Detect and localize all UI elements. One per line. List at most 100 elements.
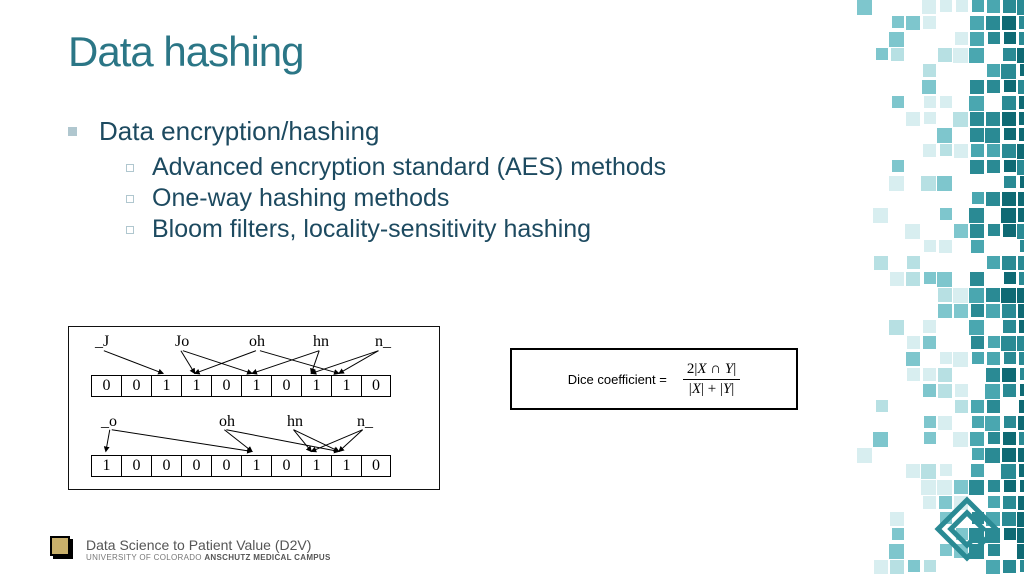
deco-square: [955, 32, 968, 45]
deco-square: [906, 112, 920, 126]
deco-square: [876, 48, 888, 60]
deco-square: [987, 352, 1000, 365]
hollow-square-icon: [126, 226, 134, 234]
deco-square: [938, 368, 952, 382]
deco-square: [889, 544, 904, 559]
deco-square: [985, 384, 1000, 399]
deco-square: [940, 208, 952, 220]
deco-square: [972, 416, 984, 428]
bigram-label: _o: [101, 413, 117, 431]
deco-square: [908, 560, 920, 572]
slide-title: Data hashing: [68, 28, 304, 76]
bigram-label: hn: [313, 333, 329, 351]
deco-square: [1001, 288, 1016, 303]
deco-square: [1019, 128, 1024, 141]
square-bullet-icon: [68, 127, 77, 136]
deco-square: [969, 288, 984, 303]
deco-square: [970, 16, 984, 30]
deco-square: [969, 480, 984, 495]
deco-square: [971, 464, 984, 477]
deco-square: [988, 32, 1000, 44]
deco-square: [969, 320, 984, 335]
deco-square: [1001, 64, 1016, 79]
footer-line2: UNIVERSITY OF COLORADO ANSCHUTZ MEDICAL …: [86, 553, 331, 562]
deco-square: [986, 112, 1000, 126]
bit-cell: 1: [181, 375, 211, 397]
cu-logo-icon: [50, 536, 76, 562]
deco-square: [972, 352, 984, 364]
deco-square: [1002, 256, 1016, 270]
deco-square: [1003, 384, 1016, 397]
deco-square: [953, 352, 968, 367]
deco-square: [1004, 80, 1016, 92]
deco-square: [1018, 208, 1024, 222]
bit-cell: 0: [211, 375, 241, 397]
deco-square: [923, 64, 936, 77]
bigram-label: n_: [357, 413, 373, 431]
deco-square: [954, 544, 968, 558]
deco-square: [970, 128, 984, 142]
deco-square: [1003, 432, 1016, 445]
deco-square: [954, 144, 968, 158]
deco-square: [972, 448, 984, 460]
deco-square: [1004, 32, 1016, 44]
bullet-sub-text: One-way hashing methods: [152, 184, 449, 213]
bit-cell: 0: [211, 455, 241, 477]
deco-square: [1019, 352, 1024, 365]
bit-cell: 0: [91, 375, 121, 397]
deco-square: [985, 416, 1000, 431]
deco-square: [1003, 48, 1016, 61]
deco-square: [1018, 496, 1024, 510]
bit-cell: 1: [241, 455, 271, 477]
deco-square: [924, 96, 936, 108]
deco-square: [1020, 240, 1024, 252]
deco-square: [1017, 288, 1024, 303]
deco-square: [890, 512, 904, 526]
deco-square: [940, 544, 952, 556]
deco-square: [889, 32, 904, 47]
deco-square: [972, 512, 984, 524]
bit-cell: 0: [271, 455, 301, 477]
deco-square: [1019, 272, 1024, 285]
deco-square: [937, 176, 952, 191]
deco-square: [1020, 560, 1024, 572]
deco-square: [986, 288, 1000, 302]
deco-square: [1017, 48, 1024, 63]
deco-square: [906, 352, 920, 366]
bit-cell: 1: [91, 455, 121, 477]
bit-cell: 0: [151, 455, 181, 477]
bigram-label: oh: [219, 413, 235, 431]
deco-square: [1019, 16, 1024, 29]
deco-square: [1017, 0, 1024, 15]
deco-square: [907, 368, 920, 381]
deco-square: [938, 384, 952, 398]
deco-square: [876, 400, 888, 412]
deco-square: [987, 0, 1000, 13]
bit-cell: 0: [361, 455, 391, 477]
deco-square: [970, 272, 984, 286]
bigram-label: Jo: [175, 333, 189, 351]
deco-square: [1019, 320, 1024, 333]
deco-square: [873, 208, 888, 223]
deco-square: [971, 240, 984, 253]
bit-cell: 1: [331, 455, 361, 477]
bit-cell: 1: [241, 375, 271, 397]
footer: Data Science to Patient Value (D2V) UNIV…: [50, 536, 331, 562]
bit-cell: 0: [121, 455, 151, 477]
deco-square: [970, 112, 984, 126]
deco-square: [940, 352, 952, 364]
deco-square: [1017, 160, 1024, 175]
deco-square: [1020, 368, 1024, 380]
deco-square: [1002, 96, 1016, 110]
deco-square: [1002, 448, 1016, 462]
deco-square: [940, 0, 952, 12]
deco-square: [970, 80, 984, 94]
deco-square: [938, 288, 952, 302]
deco-square: [1004, 528, 1016, 540]
deco-square: [921, 176, 936, 191]
bit-cell: 1: [301, 375, 331, 397]
deco-square: [1004, 416, 1016, 428]
deco-square: [1020, 176, 1024, 188]
dice-fraction: 2|X ∩ Y| |X| + |Y|: [683, 361, 740, 398]
deco-square: [907, 336, 920, 349]
